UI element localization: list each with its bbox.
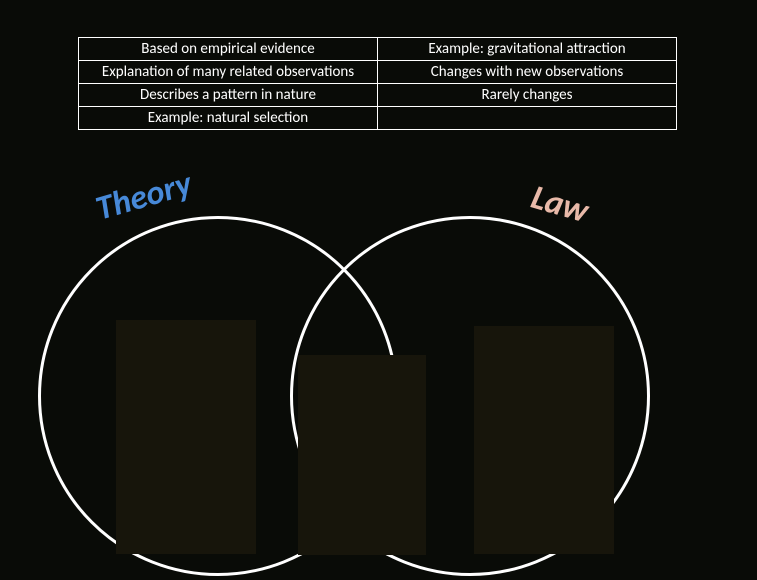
- dropzone-theory[interactable]: [116, 320, 256, 554]
- venn-diagram: Theory Law: [0, 180, 757, 580]
- table-row: Based on empirical evidence Example: gra…: [79, 38, 677, 61]
- table-cell[interactable]: [378, 107, 677, 130]
- table-row: Describes a pattern in nature Rarely cha…: [79, 84, 677, 107]
- table-cell[interactable]: Explanation of many related observations: [79, 61, 378, 84]
- table-cell[interactable]: Example: natural selection: [79, 107, 378, 130]
- table-cell[interactable]: Rarely changes: [378, 84, 677, 107]
- table-row: Explanation of many related observations…: [79, 61, 677, 84]
- venn-label-law: Law: [526, 177, 593, 232]
- table-cell[interactable]: Describes a pattern in nature: [79, 84, 378, 107]
- statements-table: Based on empirical evidence Example: gra…: [78, 37, 677, 130]
- table: Based on empirical evidence Example: gra…: [78, 37, 677, 130]
- table-row: Example: natural selection: [79, 107, 677, 130]
- dropzone-both[interactable]: [298, 355, 426, 555]
- table-cell[interactable]: Example: gravitational attraction: [378, 38, 677, 61]
- table-cell[interactable]: Based on empirical evidence: [79, 38, 378, 61]
- dropzone-law[interactable]: [474, 326, 614, 554]
- table-cell[interactable]: Changes with new observations: [378, 61, 677, 84]
